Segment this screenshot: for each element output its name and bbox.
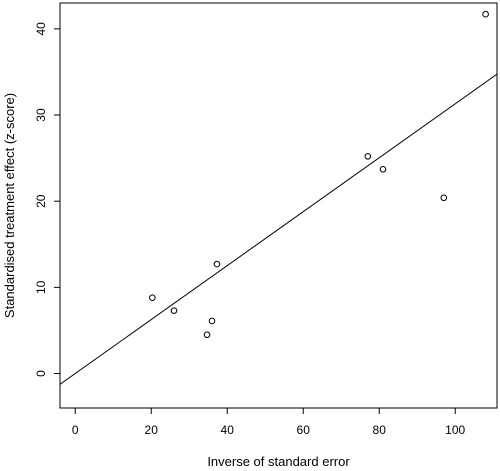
x-tick-label: 40 [221,423,235,437]
y-axis-title: Standardised treatment effect (z-score) [2,93,17,318]
data-point [203,331,211,339]
plot-frame [59,2,498,409]
regression-line [60,73,497,385]
y-axis: 0 10 20 30 40 [34,22,60,377]
data-point [213,260,221,268]
y-tick-label: 20 [34,194,48,208]
x-axis-title: Inverse of standard error [207,454,350,469]
x-tick-label: 80 [373,423,387,437]
y-tick-label: 40 [34,22,48,36]
y-tick-label: 10 [34,280,48,294]
x-axis: 0 20 40 60 80 100 [72,408,466,437]
data-point [170,307,178,314]
x-tick-label: 0 [72,423,79,437]
data-point [379,166,387,173]
data-point [482,10,489,18]
plot-area [60,10,497,385]
data-point [364,153,372,160]
y-tick-label: 0 [34,370,48,377]
x-tick-label: 60 [297,423,311,437]
data-point [149,294,156,302]
x-tick-label: 20 [145,423,159,437]
data-point [440,194,448,202]
data-point [208,317,216,325]
x-tick-label: 100 [445,423,465,437]
y-tick-label: 30 [34,108,48,122]
